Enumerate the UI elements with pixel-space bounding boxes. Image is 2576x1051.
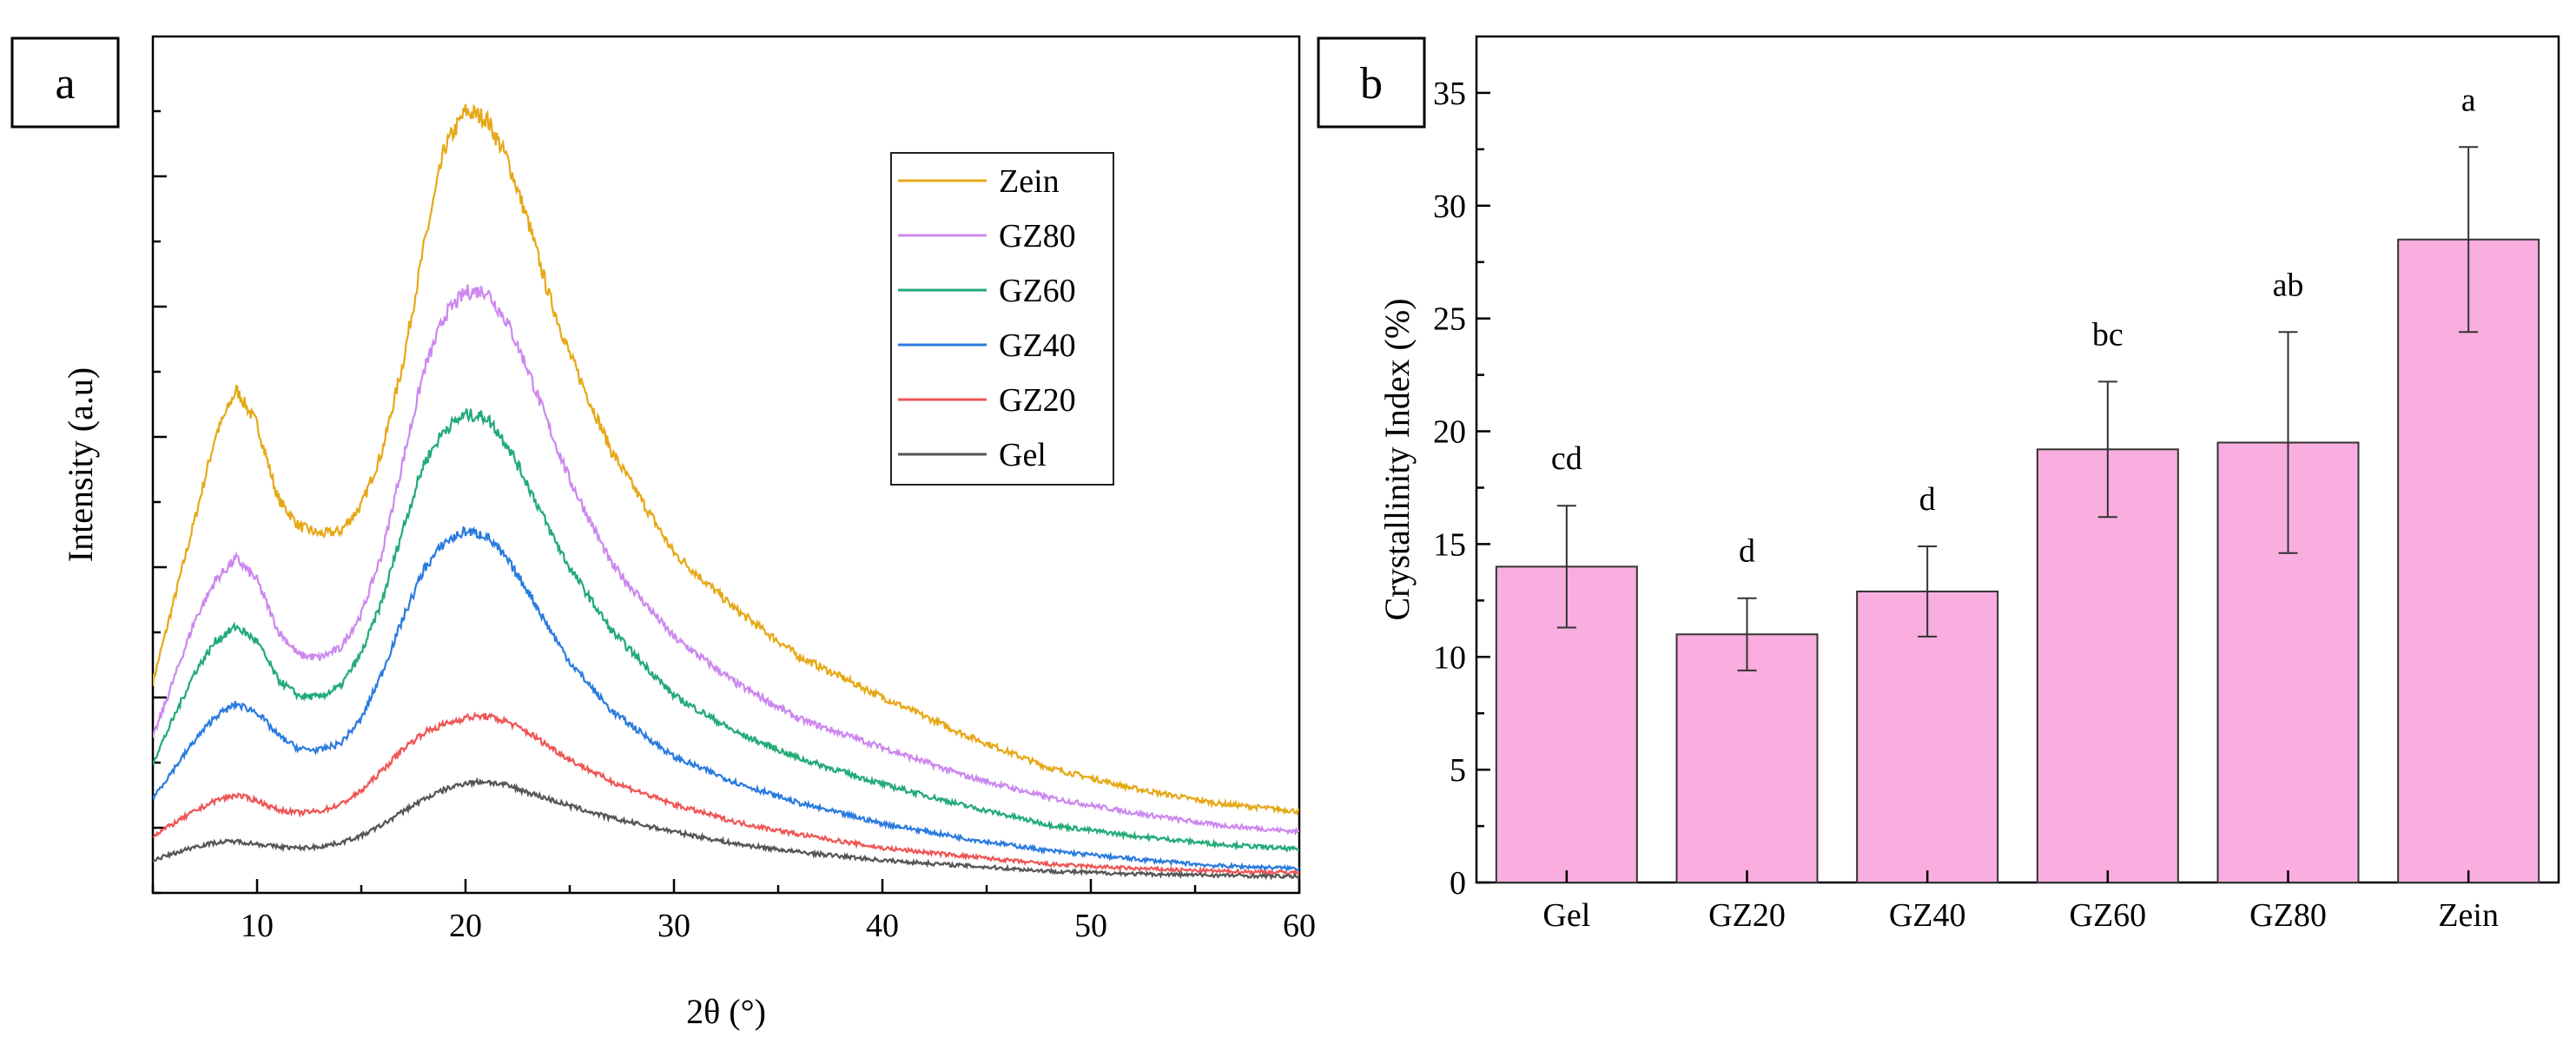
panel-b-significance-letter: cd xyxy=(1551,440,1582,477)
panel-a-legend: Zein GZ80 GZ60 GZ40 GZ20 Gel xyxy=(890,152,1114,486)
panel-b-label-box xyxy=(1317,36,1426,129)
panel-a-y-ticks xyxy=(153,109,167,895)
panel-a-legend-label: GZ80 xyxy=(999,218,1076,254)
panel-b-y-tick-label: 15 xyxy=(1433,526,1466,563)
panel-b-y-tick-label: 35 xyxy=(1433,76,1466,112)
panel-b-bar-zein xyxy=(2397,238,2540,883)
panel-b-label: b xyxy=(1360,59,1383,109)
panel-b-bar-gz40 xyxy=(1856,590,1999,883)
panel-a-x-tick-label: 60 xyxy=(1283,908,1316,944)
panel-b-bar-gz60 xyxy=(2036,448,2179,883)
panel-b-x-tick-label: Gel xyxy=(1542,897,1590,934)
panel-a-y-axis-title: Intensity (a.u) xyxy=(61,367,100,562)
panel-a-legend-label: GZ40 xyxy=(999,327,1076,364)
panel-a-series-line-gz80 xyxy=(153,284,1299,836)
panel-b-significance-letter: d xyxy=(1739,533,1755,570)
panel-a-x-axis-title: 2θ (°) xyxy=(686,992,766,1031)
panel-b-x-tick-label: GZ20 xyxy=(1708,897,1786,934)
panel-b-x-tick-label: Zein xyxy=(2438,897,2499,934)
panel-b-y-tick-label: 10 xyxy=(1433,639,1466,676)
panel-a-legend-label: Zein xyxy=(999,163,1060,200)
panel-a-legend-label: GZ60 xyxy=(999,273,1076,309)
panel-a-x-tick-label: 50 xyxy=(1074,908,1107,944)
panel-b-bar-gz20 xyxy=(1675,633,1819,883)
panel-a-series-line-gz60 xyxy=(153,408,1299,853)
panel-a-series-line-gz40 xyxy=(153,526,1299,872)
panel-a-plot-frame xyxy=(151,35,1301,895)
panel-b-bars: cd Gel d GZ20 d GZ40 bc GZ60 ab GZ80 a Zein xyxy=(1495,82,2540,934)
panel-a-x-tick-label: 10 xyxy=(241,908,274,944)
panel-b-crystallinity-chart: b 0 5 10 15 20 25 30 35 cd Gel d GZ20 d GZ40 bc GZ60 ab… xyxy=(1317,35,2560,934)
panel-b-x-tick-label: GZ60 xyxy=(2070,897,2147,934)
panel-b-significance-letter: a xyxy=(2461,82,2476,118)
panel-a-series-line-gz20 xyxy=(153,711,1299,876)
panel-b-plot-frame xyxy=(1475,35,2560,884)
panel-a-x-tick-label: 30 xyxy=(657,908,690,944)
panel-b-x-tick-label: GZ80 xyxy=(2249,897,2327,934)
panel-a-legend-box xyxy=(890,152,1114,486)
panel-a-label: a xyxy=(55,59,75,109)
panel-b-y-tick-label: 30 xyxy=(1433,188,1466,225)
panel-b-y-tick-label: 25 xyxy=(1433,301,1466,338)
panel-a-legend-label: GZ20 xyxy=(999,382,1076,419)
panel-a-x-tick-label: 20 xyxy=(449,908,482,944)
panel-a-series-line-gel xyxy=(153,777,1299,881)
panel-b-significance-letter: bc xyxy=(2092,316,2124,353)
panel-b-y-axis-title: Crystallinity Index (%) xyxy=(1377,298,1417,620)
panel-b-significance-letter: ab xyxy=(2273,267,2304,303)
panel-a-series-line-zein xyxy=(153,103,1299,816)
panel-a-xrd-chart: a 10 20 30 40 50 60 Intensity (a.u) 2θ (°) Ze… xyxy=(10,35,1316,1031)
panel-a-x-ticks: 10 20 30 40 50 60 xyxy=(151,879,1316,944)
panel-b-significance-letter: d xyxy=(1919,481,1936,518)
panel-a-x-tick-label: 40 xyxy=(866,908,899,944)
panel-a-legend-label: Gel xyxy=(999,437,1047,473)
panel-b-x-tick-label: GZ40 xyxy=(1889,897,1966,934)
panel-a-series-group xyxy=(153,103,1299,881)
panel-b-y-tick-label: 20 xyxy=(1433,414,1466,451)
panel-b-y-tick-label: 0 xyxy=(1450,865,1466,902)
panel-b-y-ticks: 0 5 10 15 20 25 30 35 xyxy=(1433,76,1490,902)
panel-a-label-box xyxy=(10,36,120,129)
panel-b-y-tick-label: 5 xyxy=(1450,752,1466,789)
